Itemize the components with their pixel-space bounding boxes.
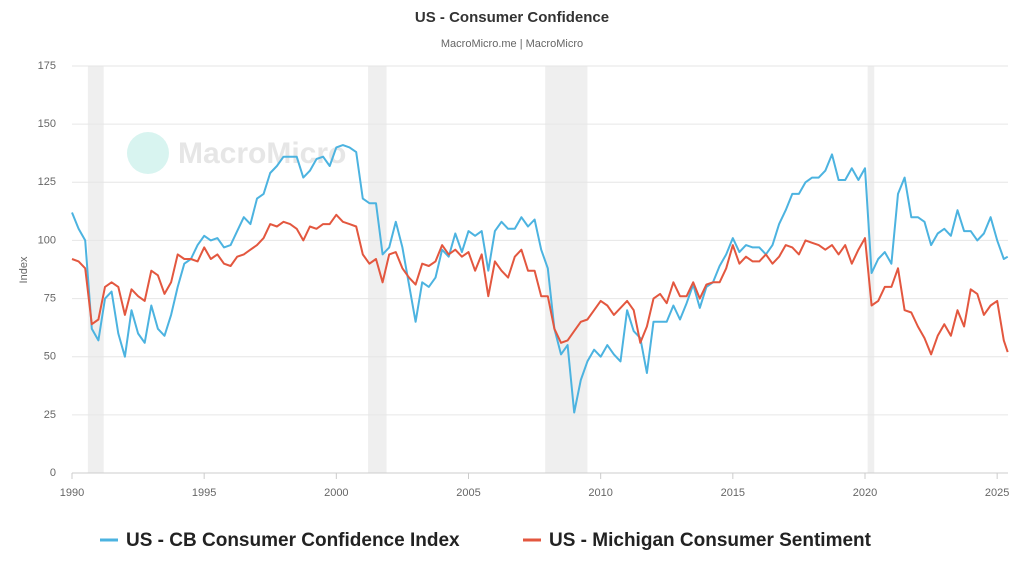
x-tick-label: 2015 (721, 487, 745, 499)
watermark-logo (127, 132, 169, 174)
y-axis-label: Index (18, 256, 30, 283)
y-tick-label: 100 (38, 234, 56, 246)
watermark: MacroMicro (178, 137, 346, 170)
recession-band (368, 66, 387, 473)
x-tick-label: 2005 (456, 487, 480, 499)
chart-title: US - Consumer Confidence (415, 9, 609, 26)
y-tick-label: 125 (38, 176, 56, 188)
x-tick-label: 2025 (985, 487, 1009, 499)
recession-band (545, 66, 588, 473)
x-tick-label: 1990 (60, 487, 84, 499)
y-tick-label: 25 (44, 409, 56, 421)
y-tick-label: 75 (44, 292, 56, 304)
series-line (71, 213, 1009, 356)
chart-subtitle: MacroMicro.me | MacroMicro (441, 38, 583, 50)
legend-label: US - Michigan Consumer Sentiment (549, 530, 872, 551)
y-tick-label: 175 (38, 60, 56, 72)
recession-band (87, 66, 104, 473)
series-line (71, 144, 1009, 414)
x-tick-label: 1995 (192, 487, 216, 499)
y-tick-label: 50 (44, 351, 56, 363)
legend-label: US - CB Consumer Confidence Index (126, 530, 460, 551)
x-tick-label: 2010 (588, 487, 612, 499)
y-tick-label: 0 (50, 467, 56, 479)
y-tick-label: 150 (38, 118, 56, 130)
x-tick-label: 2000 (324, 487, 348, 499)
x-tick-label: 2020 (853, 487, 877, 499)
